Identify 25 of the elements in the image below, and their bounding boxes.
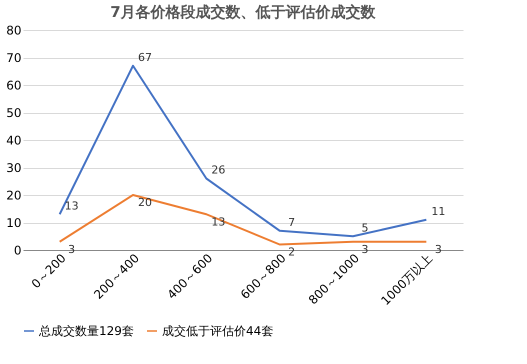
line-series [58,194,428,246]
y-tick-label: 10 [6,216,22,230]
data-label: 11 [431,204,446,218]
data-label: 26 [211,164,226,176]
x-tick-label: 600～800 [238,251,289,302]
y-tick-label: 0 [14,244,22,258]
data-label: 20 [138,196,152,209]
line-series [58,64,428,238]
y-tick-label: 40 [6,134,22,148]
data-label: 7 [288,216,296,229]
x-tick-label: 0～200 [28,251,69,292]
y-tick-label: 30 [6,161,22,175]
y-tick-label: 70 [6,51,22,65]
legend-label: 成交低于评估价44套 [162,324,274,338]
x-tick-label: 200～400 [91,251,142,302]
x-tick-label: 400～600 [164,251,216,302]
y-tick-label: 50 [6,106,22,120]
chart-title: 7月各价格段成交数、低于评估价成交数 [110,3,377,21]
y-tick-label: 20 [6,188,22,202]
data-label: 5 [362,221,368,234]
y-tick-label: 80 [6,24,22,38]
y-tick-label: 60 [6,78,22,92]
data-label: 13 [64,199,79,212]
legend-label: 总成交数量129套 [38,324,134,338]
data-label: 67 [138,50,152,64]
